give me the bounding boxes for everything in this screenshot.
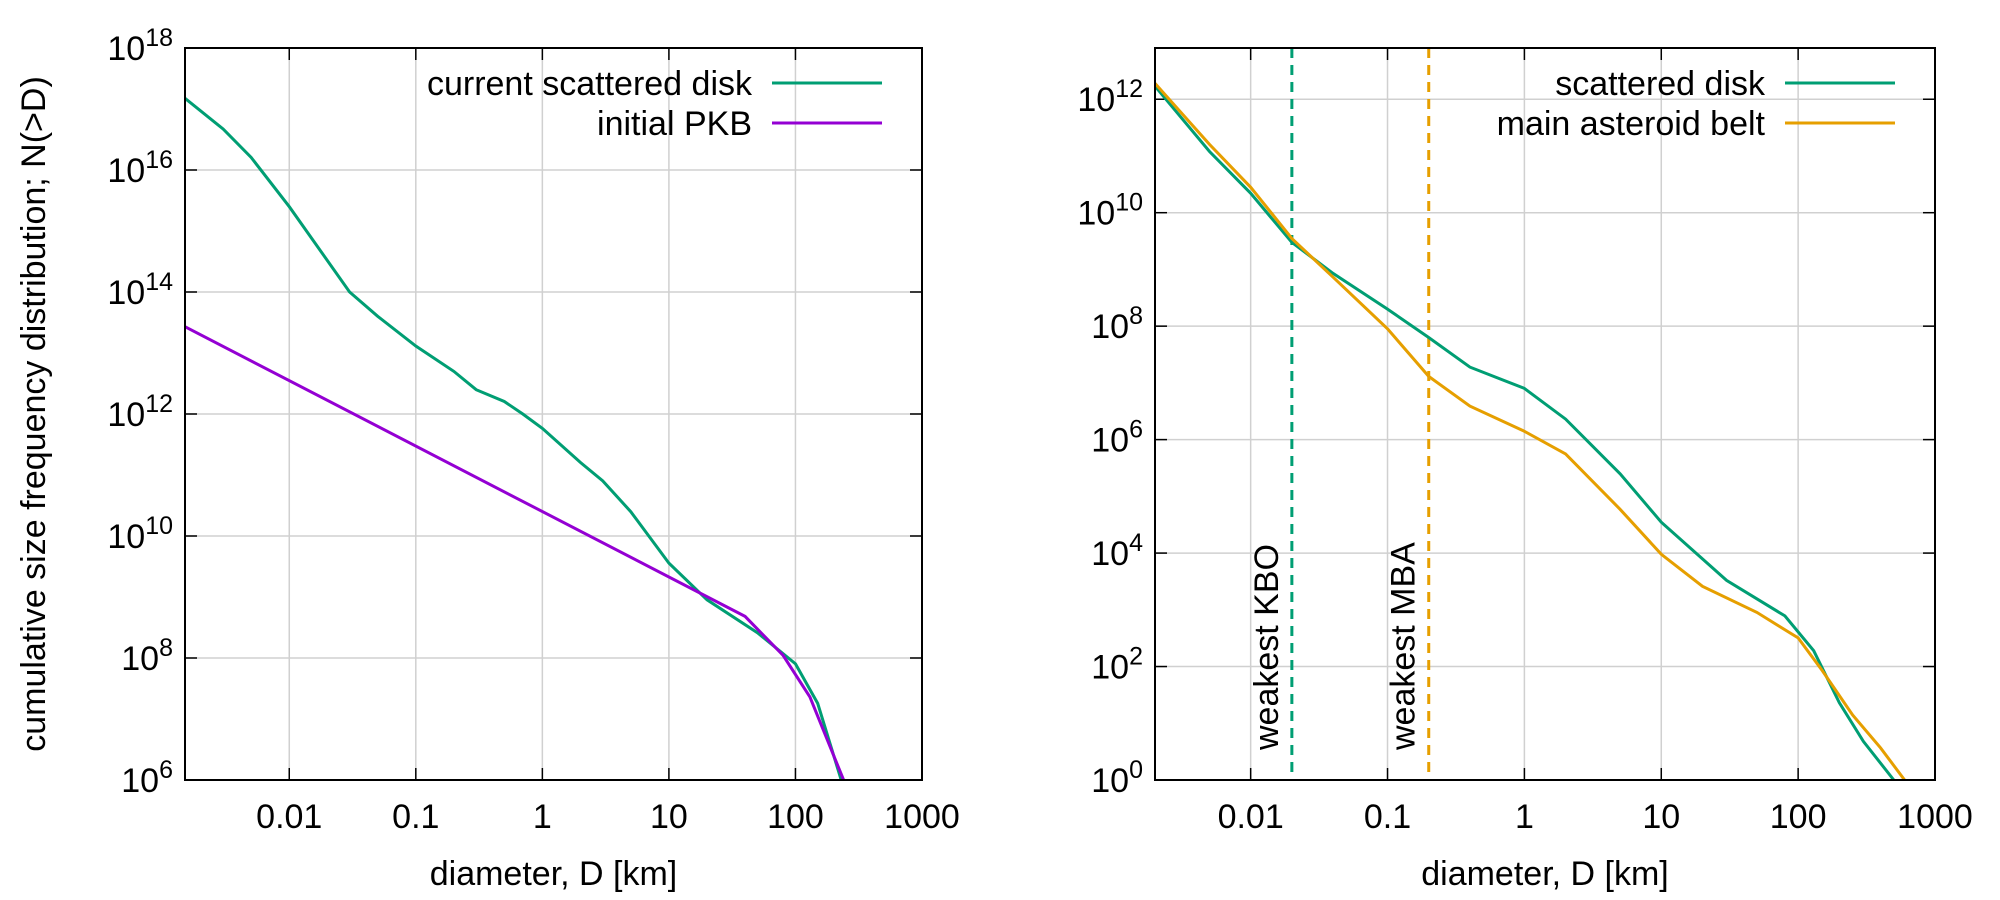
y-tick-label: 104 (1091, 529, 1143, 573)
x-tick-label: 1000 (1897, 798, 1973, 836)
y-tick-label: 1010 (1077, 189, 1143, 233)
series-line (185, 325, 845, 780)
x-tick-label: 0.01 (256, 798, 322, 836)
panel: 100 102 104 106 108 1010 1012 0.01 0.1 1 10 100 1000… (1077, 47, 1973, 893)
y-tick-label: 1018 (107, 24, 173, 68)
plot-frame (1154, 47, 1936, 781)
x-tick-label: 1 (533, 798, 552, 836)
x-axis-label: diameter, D [km] (430, 855, 678, 893)
y-tick-label: 108 (121, 634, 173, 678)
y-tick-label: 106 (121, 756, 173, 800)
legend-label: initial PKB (597, 105, 752, 143)
y-tick-label: 1014 (107, 268, 173, 312)
series-line (185, 97, 843, 780)
legend-label: main asteroid belt (1497, 105, 1766, 143)
y-tick-label: 1016 (107, 146, 173, 190)
reference-label: weakest KBO (1248, 544, 1286, 751)
x-tick-label: 1000 (884, 798, 960, 836)
y-axis-label: cumulative size frequency distribution; … (15, 76, 53, 752)
legend-label: current scattered disk (427, 65, 753, 103)
x-tick-label: 100 (767, 798, 824, 836)
reference-label: weakest MBA (1385, 542, 1423, 751)
x-tick-label: 1 (1515, 798, 1534, 836)
panel: 106 108 1010 1012 1014 1016 1018 0.01 0.1 1 10 100 1… (15, 24, 960, 893)
series-line (1155, 85, 1895, 780)
plot-frame (184, 47, 923, 781)
series-line (1155, 82, 1906, 780)
x-tick-label: 0.1 (392, 798, 439, 836)
legend-label: scattered disk (1555, 65, 1766, 103)
y-tick-label: 106 (1091, 416, 1143, 460)
x-tick-label: 100 (1770, 798, 1827, 836)
x-tick-label: 10 (1642, 798, 1680, 836)
y-tick-label: 1010 (107, 512, 173, 556)
y-tick-label: 1012 (1077, 75, 1143, 119)
x-tick-label: 0.01 (1218, 798, 1284, 836)
x-tick-label: 0.1 (1364, 798, 1411, 836)
y-tick-label: 102 (1091, 643, 1143, 687)
y-tick-label: 100 (1091, 756, 1143, 800)
x-tick-label: 10 (650, 798, 688, 836)
y-tick-label: 108 (1091, 302, 1143, 346)
y-tick-label: 1012 (107, 390, 173, 434)
x-axis-label: diameter, D [km] (1421, 855, 1669, 893)
